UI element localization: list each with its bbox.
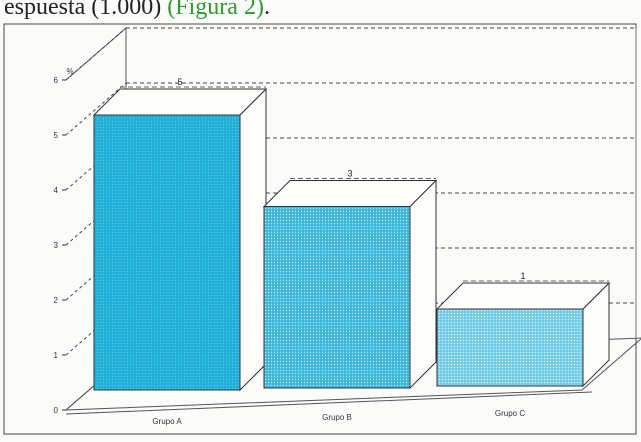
y-tick-label: 0 bbox=[54, 406, 59, 415]
bar-top bbox=[435, 282, 611, 310]
y-axis: 0 1 2 3 4 5 6% bbox=[54, 67, 74, 415]
bar-side bbox=[239, 87, 267, 392]
caption-suffix: . bbox=[263, 0, 270, 20]
x-tick-label: Grupo A bbox=[152, 417, 182, 426]
caption-link[interactable]: (Figura 2) bbox=[167, 0, 264, 20]
y-tick-label: 1 bbox=[54, 351, 59, 360]
y-tick-label: 5 bbox=[54, 131, 59, 140]
y-tick-label: 2 bbox=[54, 296, 59, 305]
x-axis: Grupo A Grupo B Grupo C bbox=[152, 409, 525, 426]
bar-a bbox=[93, 114, 241, 391]
data-label: 1 bbox=[520, 271, 525, 281]
bars bbox=[92, 87, 611, 392]
data-label: 3 bbox=[347, 169, 352, 179]
header-caption: espuesta (1.000) (Figura 2). bbox=[4, 0, 270, 21]
caption-prefix: espuesta (1.000) bbox=[4, 0, 168, 20]
grid-line-wall bbox=[65, 27, 127, 81]
bar-side bbox=[409, 179, 437, 390]
bar-c bbox=[436, 308, 584, 387]
bar-b bbox=[263, 206, 411, 389]
grid-line-wall bbox=[65, 82, 127, 136]
x-tick-label: Grupo B bbox=[322, 413, 352, 422]
data-labels: 5 3 1 bbox=[120, 77, 609, 282]
x-tick-label: Grupo C bbox=[495, 409, 525, 418]
y-axis-unit: % bbox=[66, 67, 73, 76]
data-label: 5 bbox=[177, 77, 182, 87]
y-tick-label: 3 bbox=[54, 241, 59, 250]
floor-front-edge bbox=[65, 391, 593, 415]
bar-top bbox=[92, 88, 268, 116]
y-tick-label: 4 bbox=[54, 186, 59, 195]
y-tick-label: 6 bbox=[54, 76, 59, 85]
bar-top bbox=[262, 180, 438, 207]
